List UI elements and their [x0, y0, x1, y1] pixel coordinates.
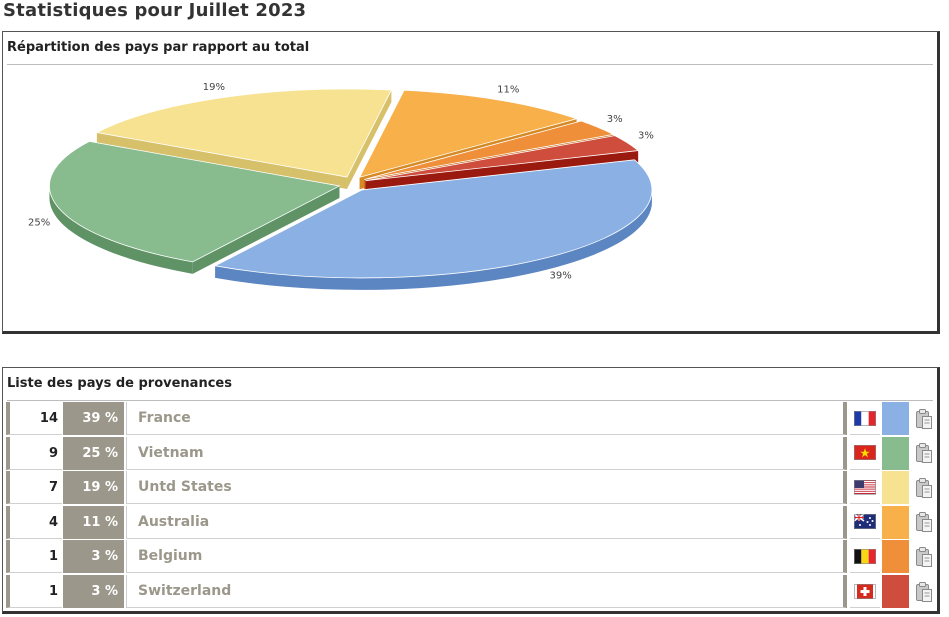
pie-label: 3%: [607, 114, 623, 125]
visit-count: 7: [6, 471, 62, 505]
chart-panel-title: Répartition des pays par rapport au tota…: [7, 40, 310, 55]
clipboard-icon[interactable]: [911, 575, 937, 608]
country-name: Switzerland: [126, 575, 847, 608]
visit-percent: 11 %: [63, 505, 124, 539]
country-name: France: [126, 402, 847, 435]
visit-percent: 3 %: [63, 575, 124, 608]
color-swatch: [882, 402, 909, 435]
pie-slice-vietnam: [49, 140, 341, 274]
visit-count: 4: [6, 505, 62, 539]
visit-percent: 19 %: [63, 471, 124, 505]
pie-label: 39%: [549, 270, 571, 281]
table-row: 9 25 % Vietnam: [6, 436, 937, 470]
flag-fr-icon: [850, 402, 880, 435]
divider: [7, 64, 933, 65]
country-name: Vietnam: [126, 436, 847, 470]
clipboard-icon[interactable]: [911, 471, 937, 504]
pie-chart: 39% 25% 19% 11% 3% 3%: [28, 82, 654, 290]
clipboard-icon[interactable]: [911, 437, 937, 470]
flag-ch-icon: [850, 575, 880, 608]
pie-label: 11%: [497, 85, 519, 96]
color-swatch: [882, 575, 909, 608]
clipboard-icon[interactable]: [911, 540, 937, 573]
pie-slice-france: [213, 159, 653, 290]
visit-count: 1: [6, 575, 62, 608]
list-panel-title: Liste des pays de provenances: [7, 376, 232, 391]
visit-percent: 25 %: [63, 436, 124, 470]
clipboard-icon[interactable]: [911, 402, 937, 435]
table-row: 7 19 % Untd States: [6, 471, 937, 505]
divider: [7, 400, 933, 401]
pie-slice-untd-states: [95, 88, 392, 190]
color-swatch: [882, 436, 909, 470]
flag-vn-icon: [850, 437, 880, 470]
country-name: Belgium: [126, 540, 847, 574]
page-title: Statistiques pour Juillet 2023: [3, 0, 307, 21]
pie-label: 19%: [203, 82, 225, 93]
country-name: Untd States: [126, 471, 847, 505]
flag-be-icon: [850, 540, 880, 574]
country-name: Australia: [126, 505, 847, 539]
pie-label: 25%: [28, 218, 50, 229]
pie-label: 3%: [638, 130, 654, 141]
clipboard-icon[interactable]: [911, 506, 937, 539]
table-row: 14 39 % France: [6, 402, 937, 435]
visit-percent: 39 %: [63, 402, 124, 435]
visit-count: 9: [6, 436, 62, 470]
list-panel: Liste des pays de provenances 14 39 % Fran…: [2, 367, 940, 614]
visit-count: 14: [6, 402, 62, 435]
visit-count: 1: [6, 540, 62, 574]
color-swatch: [882, 505, 909, 539]
color-swatch: [882, 540, 909, 574]
table-row: 4 11 % Australia: [6, 505, 937, 539]
color-swatch: [882, 471, 909, 505]
chart-panel: Répartition des pays par rapport au tota…: [2, 31, 940, 334]
visit-percent: 3 %: [63, 540, 124, 574]
flag-au-icon: [850, 506, 880, 539]
flag-us-icon: [850, 471, 880, 505]
